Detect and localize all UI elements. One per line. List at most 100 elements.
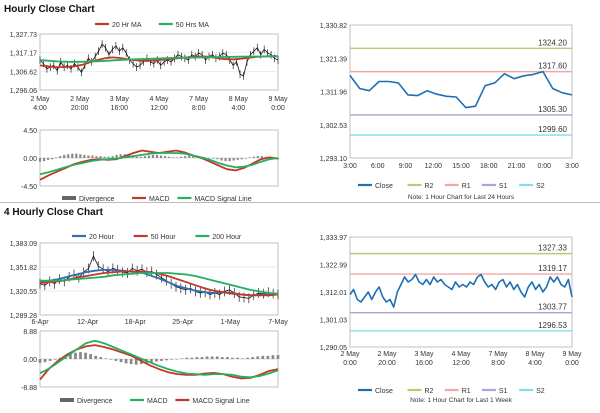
four-hourly-price-xtick-label: 6-Apr — [31, 319, 49, 326]
four-hourly-macd-divergence-bar — [261, 355, 265, 359]
hourly-macd-divergence-bar — [212, 158, 215, 159]
section-divider — [0, 202, 600, 203]
hourly-price-ytick-label: 1,296.06 — [10, 88, 37, 95]
hourly-macd-divergence-bar — [46, 158, 50, 160]
four-hourly-price-xtick-label: 1-May — [221, 319, 241, 326]
hourly-macd-divergence-bar — [208, 158, 211, 159]
hourly-price-xtick-label: 20:00 — [71, 105, 89, 112]
hourly-macd-divergence-bar — [63, 154, 66, 158]
four-hourly-levels-xtick-label: 9 May — [562, 351, 582, 358]
hourly-macd-divergence-bar — [244, 158, 247, 159]
four-hourly-price-series-200-hour — [40, 272, 279, 295]
hourly-price-ytick-label: 1,317.17 — [10, 51, 37, 58]
four-hourly-price-ytick-label: 1,383.09 — [10, 241, 37, 248]
hourly-levels-xtick-label: 3:00 — [565, 163, 579, 170]
hourly-macd-divergence-bar — [51, 158, 54, 160]
four-hourly-macd-divergence-bar — [276, 355, 280, 359]
hourly-macd-divergence-bar — [252, 156, 255, 158]
four-hourly-macd-series-macd-signal-line — [39, 339, 279, 379]
four-hourly-levels-ytick-label: 1,312.01 — [320, 290, 347, 297]
hourly-section-title: Hourly Close Chart — [4, 4, 95, 15]
four-hourly-price-ytick-label: 1,289.28 — [10, 313, 37, 320]
four-hourly-levels-xtick-label: 8 May — [525, 351, 545, 358]
hourly-levels-level-label-r2: 1324.20 — [538, 38, 567, 47]
four-hourly-macd-divergence-bar — [236, 357, 239, 359]
hourly-macd-ytick-label: 4.50 — [23, 128, 37, 135]
hourly-price-xtick-label: 9 May — [268, 96, 288, 103]
hourly-levels-level-label-s1: 1305.30 — [538, 105, 567, 114]
hourly-macd-divergence-bar — [139, 156, 142, 158]
four-hourly-macd-legend-label: MACD — [147, 398, 168, 405]
four-hourly-macd-divergence-bar — [104, 358, 108, 359]
four-hourly-macd-divergence-bar — [165, 359, 168, 361]
hourly-levels-ytick-label: 1,302.53 — [320, 123, 347, 130]
four-hourly-macd-divergence-bar — [114, 359, 118, 361]
hourly-levels-plot-frame — [349, 24, 573, 159]
four-hourly-levels-ytick-label: 1,301.03 — [320, 318, 347, 325]
hourly-macd-legend-label: Divergence — [79, 196, 115, 203]
hourly-price-xtick-label: 4:00 — [33, 105, 47, 112]
four-hourly-levels-ytick-label: 1,290.05 — [320, 345, 347, 352]
four-hourly-price-xtick-label: 12-Apr — [77, 319, 99, 326]
four-hourly-levels-xtick-label: 0:00 — [565, 360, 579, 367]
four-hourly-macd-legend-swatch — [60, 398, 74, 402]
hourly-macd-series-macd-signal-line — [39, 152, 279, 176]
hourly-macd-ytick-label: 0.00 — [23, 156, 37, 163]
four-hourly-macd-divergence-bar — [38, 359, 42, 363]
hourly-macd-divergence-bar — [95, 156, 98, 158]
four-hourly-macd-divergence-bar — [129, 359, 133, 365]
four-hourly-macd-divergence-bar — [69, 353, 72, 359]
hourly-price-ytick-label: 1,306.62 — [10, 69, 37, 76]
hourly-macd-divergence-bar — [256, 156, 259, 158]
four-hourly-macd-divergence-bar — [266, 355, 270, 359]
hourly-macd-divergence-bar — [71, 153, 74, 158]
four-hourly-levels-xtick-label: 2 May — [377, 351, 397, 358]
hourly-price-series-price — [39, 43, 279, 77]
hourly-levels-xtick-label: 6:00 — [371, 163, 385, 170]
hourly-macd-divergence-bar — [180, 156, 183, 158]
hourly-price-xtick-label: 7 May — [189, 96, 209, 103]
four-hourly-macd-divergence-bar — [180, 358, 184, 359]
hourly-macd-divergence-bar — [240, 158, 243, 160]
hourly-price-xtick-label: 4 May — [149, 96, 169, 103]
hourly-macd-divergence-bar — [220, 158, 223, 161]
hourly-price-series-20-hr-ma — [39, 55, 278, 68]
four-hourly-macd-divergence-bar — [84, 352, 87, 359]
hourly-macd-divergence-bar — [55, 157, 58, 158]
hourly-macd-divergence-bar — [143, 156, 146, 158]
hourly-macd-divergence-bar — [192, 155, 195, 158]
four-hourly-levels-xtick-label: 0:00 — [343, 360, 357, 367]
four-hourly-macd-divergence-bar — [150, 359, 153, 363]
hourly-macd-divergence-bar — [135, 156, 138, 158]
four-hourly-macd-divergence-bar — [225, 357, 229, 359]
four-hourly-macd-divergence-bar — [43, 359, 47, 363]
four-hourly-macd-divergence-bar — [99, 357, 103, 359]
hourly-levels-xtick-label: 15:00 — [452, 163, 470, 170]
hourly-macd-divergence-bar — [248, 157, 251, 158]
four-hourly-macd-ytick-label: -8.88 — [21, 385, 37, 392]
hourly-levels-legend-label: S2 — [536, 183, 545, 190]
hourly-levels-ytick-label: 1,311.96 — [320, 90, 347, 97]
hourly-macd-legend-swatch — [62, 196, 76, 200]
four-hourly-price-ytick-label: 1,351.82 — [10, 265, 37, 272]
hourly-macd-divergence-bar — [184, 156, 187, 158]
hourly-macd-divergence-bar — [83, 154, 86, 158]
hourly-macd-legend-label: MACD — [149, 196, 170, 203]
hourly-macd-divergence-bar — [87, 155, 90, 158]
four-hourly-price-legend-label: 200 Hour — [212, 234, 241, 241]
hourly-macd-divergence-bar — [107, 156, 110, 158]
hourly-macd-divergence-bar — [176, 157, 179, 158]
four-hourly-macd-divergence-bar — [205, 356, 209, 359]
four-hourly-levels-xtick-label: 20:00 — [378, 360, 396, 367]
hourly-price-legend-label: 50 Hrs MA — [176, 22, 209, 29]
four-hourly-levels-ytick-label: 1,322.99 — [320, 263, 347, 270]
four-hourly-macd-divergence-bar — [246, 357, 249, 359]
hourly-price-xtick-label: 16:00 — [111, 105, 129, 112]
four-hourly-macd-divergence-bar — [74, 352, 77, 359]
hourly-levels-xtick-label: 21:00 — [508, 163, 526, 170]
hourly-macd-divergence-bar — [155, 154, 159, 158]
hourly-levels-xtick-label: 9:00 — [399, 163, 413, 170]
four-hourly-levels-xtick-label: 4 May — [451, 351, 471, 358]
hourly-levels-ytick-label: 1,293.10 — [320, 156, 347, 163]
hourly-macd-divergence-bar — [228, 158, 231, 162]
